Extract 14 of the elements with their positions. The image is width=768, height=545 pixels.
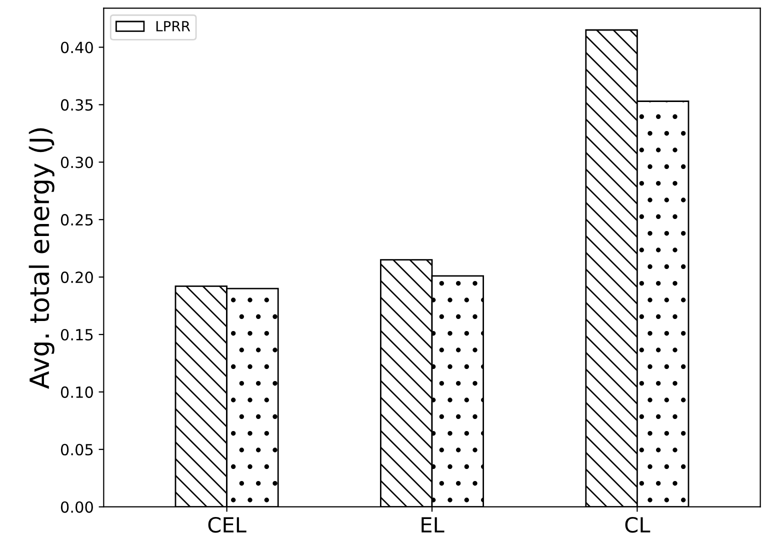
x-tick-label: EL bbox=[422, 517, 444, 532]
legend-label: LPRR bbox=[156, 21, 190, 32]
y-tick-label: 0.00 bbox=[60, 501, 93, 513]
y-tick-label: 0.35 bbox=[60, 99, 93, 111]
y-axis-title: Avg. total energy (J) bbox=[28, 128, 54, 389]
x-tick-label: CL bbox=[625, 516, 650, 533]
y-tick-label: 0.20 bbox=[60, 272, 93, 284]
y-tick-label: 0.15 bbox=[60, 328, 93, 341]
x-tick-label: CEL bbox=[208, 516, 246, 533]
y-tick-label: 0.40 bbox=[60, 42, 93, 54]
y-tick-label: 0.25 bbox=[60, 214, 93, 226]
y-tick-label: 0.30 bbox=[60, 156, 93, 168]
y-tick-label: 0.10 bbox=[60, 386, 93, 398]
y-tick-label: 0.05 bbox=[60, 444, 93, 456]
